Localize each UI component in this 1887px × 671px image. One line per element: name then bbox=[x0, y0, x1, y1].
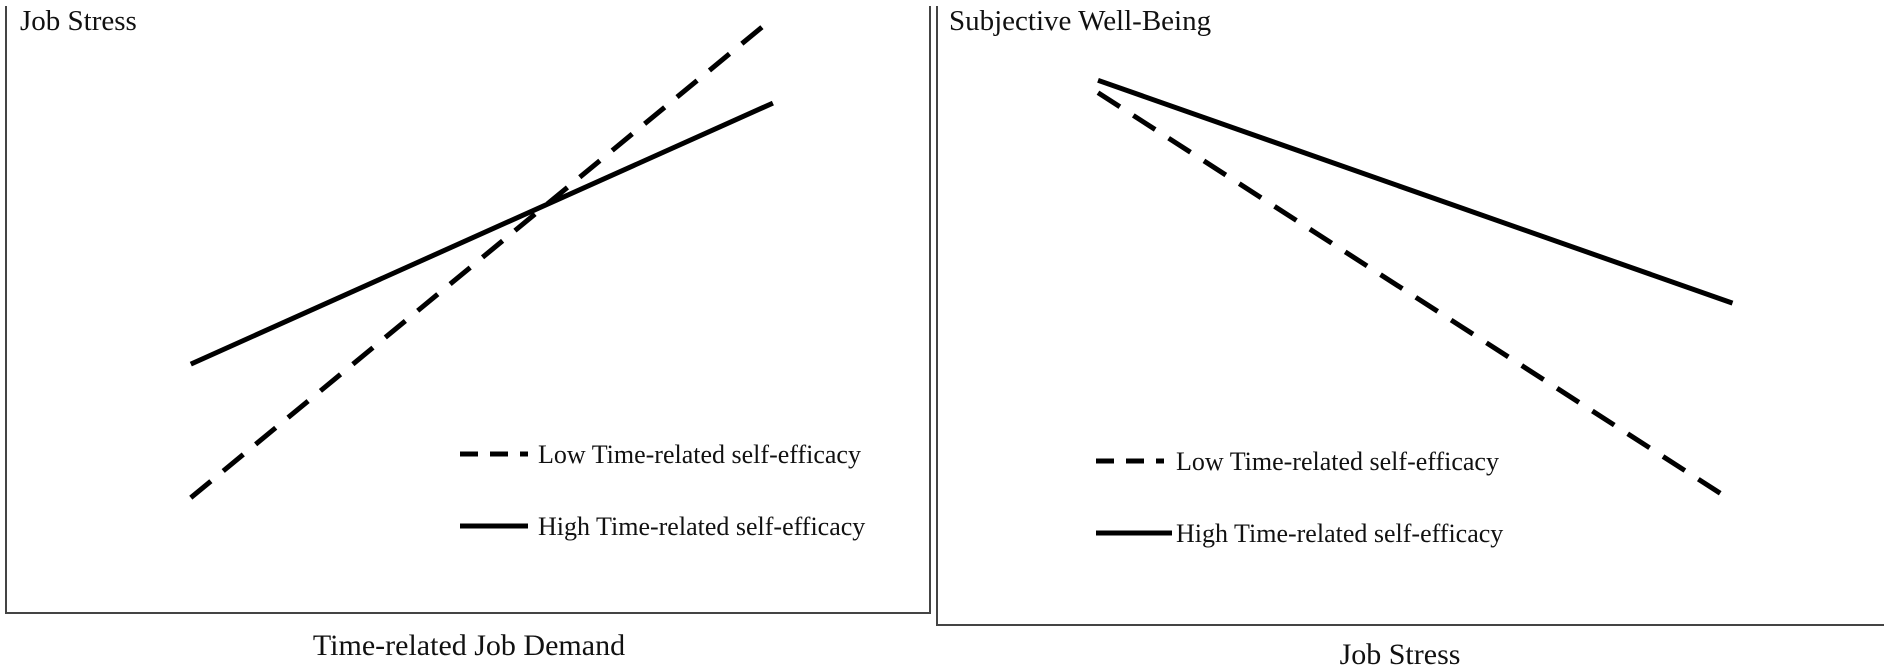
right-y-axis-label: Subjective Well-Being bbox=[949, 5, 1211, 37]
right-series-group bbox=[1096, 77, 1734, 504]
left-axes bbox=[5, 6, 931, 614]
right-legend-label-low: Low Time-related self-efficacy bbox=[1176, 447, 1499, 476]
left-legend-label-low: Low Time-related self-efficacy bbox=[538, 440, 861, 469]
left-chart: Job Stress Time-related Job Demand Low T… bbox=[5, 5, 931, 662]
right-axes bbox=[936, 6, 1884, 626]
right-legend: Low Time-related self-efficacy High Time… bbox=[1096, 447, 1503, 548]
left-series-group bbox=[189, 16, 775, 500]
right-legend-label-high: High Time-related self-efficacy bbox=[1176, 519, 1503, 548]
left-legend: Low Time-related self-efficacy High Time… bbox=[460, 440, 865, 541]
right-chart: Subjective Well-Being Job Stress Low Tim… bbox=[936, 5, 1884, 671]
left-series-high-line bbox=[189, 100, 774, 367]
left-legend-label-high: High Time-related self-efficacy bbox=[538, 512, 865, 541]
left-x-axis-label: Time-related Job Demand bbox=[313, 629, 625, 662]
right-series-low-line bbox=[1096, 90, 1734, 504]
right-x-axis-label: Job Stress bbox=[1340, 638, 1461, 671]
left-y-axis-label: Job Stress bbox=[20, 5, 137, 37]
right-series-high-line bbox=[1097, 77, 1734, 306]
left-series-low-line bbox=[189, 16, 775, 500]
